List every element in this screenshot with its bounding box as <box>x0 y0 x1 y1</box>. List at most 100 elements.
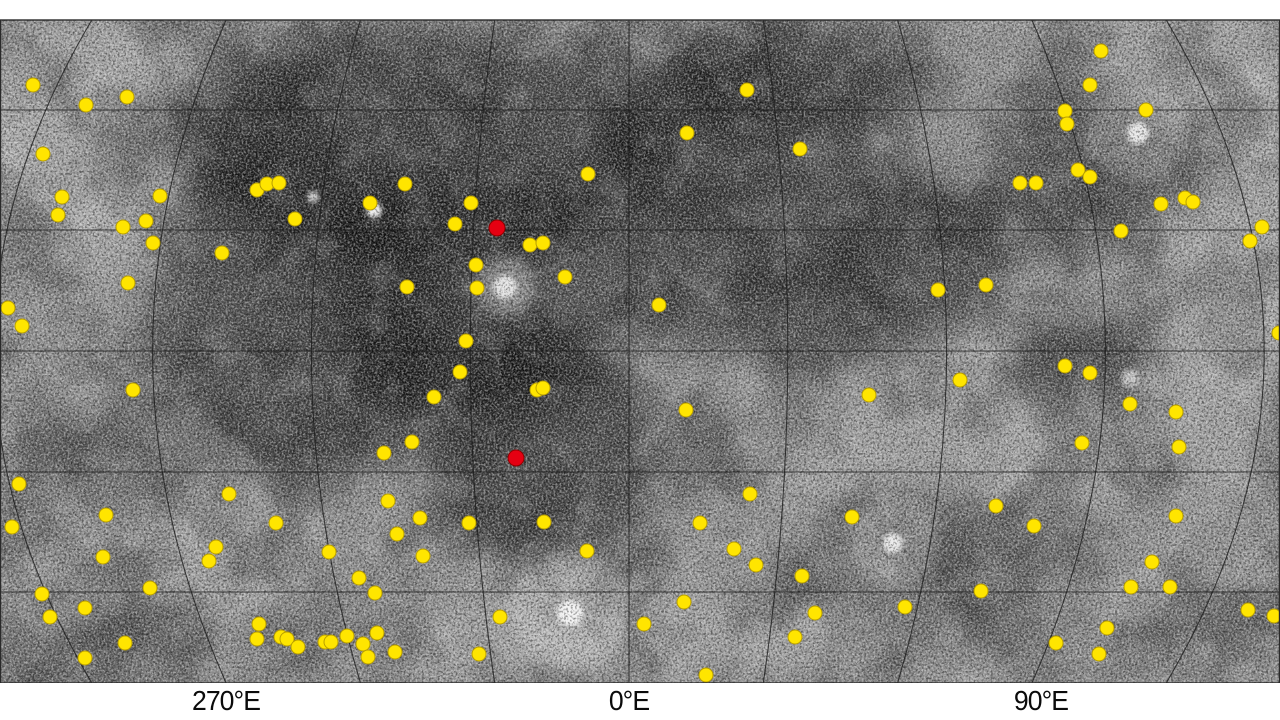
yellow-marker <box>287 211 303 227</box>
yellow-marker <box>452 364 468 380</box>
yellow-marker <box>471 646 487 662</box>
yellow-marker <box>748 557 764 573</box>
yellow-marker <box>1240 602 1256 618</box>
yellow-marker <box>25 77 41 93</box>
yellow-marker <box>152 188 168 204</box>
yellow-marker <box>54 189 70 205</box>
yellow-marker <box>988 498 1004 514</box>
yellow-marker <box>463 195 479 211</box>
yellow-marker <box>271 175 287 191</box>
yellow-marker <box>1082 77 1098 93</box>
yellow-marker <box>142 580 158 596</box>
yellow-marker <box>468 257 484 273</box>
yellow-marker <box>412 510 428 526</box>
yellow-marker <box>119 89 135 105</box>
yellow-marker <box>458 333 474 349</box>
yellow-marker <box>399 279 415 295</box>
red-marker <box>488 219 506 237</box>
yellow-marker <box>579 543 595 559</box>
yellow-marker <box>794 568 810 584</box>
yellow-marker <box>978 277 994 293</box>
yellow-marker <box>726 541 742 557</box>
yellow-marker <box>1162 579 1178 595</box>
yellow-marker <box>492 609 508 625</box>
yellow-marker <box>742 486 758 502</box>
yellow-marker <box>208 539 224 555</box>
yellow-marker <box>535 380 551 396</box>
yellow-marker <box>1113 223 1129 239</box>
yellow-marker <box>1122 396 1138 412</box>
yellow-marker <box>339 628 355 644</box>
x-axis: 270°E 0°E 90°E <box>0 683 1280 720</box>
yellow-marker <box>323 634 339 650</box>
yellow-marker <box>78 97 94 113</box>
yellow-marker <box>290 639 306 655</box>
yellow-marker <box>557 269 573 285</box>
yellow-marker <box>1171 439 1187 455</box>
yellow-marker <box>369 625 385 641</box>
yellow-marker <box>1144 554 1160 570</box>
yellow-marker <box>279 631 295 647</box>
yellow-marker <box>11 476 27 492</box>
yellow-marker <box>787 629 803 645</box>
yellow-marker <box>792 141 808 157</box>
red-marker <box>507 449 525 467</box>
yellow-marker <box>125 382 141 398</box>
yellow-markers <box>0 43 1280 683</box>
yellow-marker <box>35 146 51 162</box>
yellow-marker <box>861 387 877 403</box>
yellow-marker <box>1254 219 1270 235</box>
yellow-marker <box>636 616 652 632</box>
yellow-marker <box>522 237 538 253</box>
yellow-marker <box>1057 358 1073 374</box>
yellow-marker <box>50 207 66 223</box>
yellow-marker <box>214 245 230 261</box>
x-tick-label-90e: 90°E <box>1013 685 1069 716</box>
yellow-marker <box>1138 102 1154 118</box>
yellow-marker <box>698 667 714 683</box>
red-markers <box>488 219 525 467</box>
yellow-marker <box>397 176 413 192</box>
yellow-marker <box>77 650 93 666</box>
top-margin <box>0 0 1280 18</box>
yellow-marker <box>201 553 217 569</box>
yellow-marker <box>952 372 968 388</box>
yellow-marker <box>461 515 477 531</box>
yellow-marker <box>145 235 161 251</box>
yellow-marker <box>355 636 371 652</box>
yellow-marker <box>221 486 237 502</box>
x-tick-label-270e: 270°E <box>191 685 261 716</box>
yellow-marker <box>1168 404 1184 420</box>
yellow-marker <box>115 219 131 235</box>
yellow-marker <box>651 297 667 313</box>
yellow-marker <box>268 515 284 531</box>
yellow-marker <box>469 280 485 296</box>
yellow-marker <box>679 125 695 141</box>
yellow-marker <box>807 605 823 621</box>
x-tick-label-0e: 0°E <box>608 685 650 716</box>
yellow-marker <box>4 519 20 535</box>
yellow-marker <box>362 195 378 211</box>
yellow-marker <box>1026 518 1042 534</box>
yellow-marker <box>120 275 136 291</box>
yellow-marker <box>367 585 383 601</box>
yellow-marker <box>98 507 114 523</box>
yellow-marker <box>1028 175 1044 191</box>
yellow-marker <box>1242 233 1258 249</box>
yellow-marker <box>1074 435 1090 451</box>
yellow-marker <box>351 570 367 586</box>
yellow-marker <box>930 282 946 298</box>
yellow-marker <box>1059 116 1075 132</box>
yellow-marker <box>389 526 405 542</box>
yellow-marker <box>387 644 403 660</box>
yellow-marker <box>536 514 552 530</box>
yellow-marker <box>95 549 111 565</box>
yellow-marker <box>1070 162 1086 178</box>
yellow-marker <box>426 389 442 405</box>
yellow-marker <box>138 213 154 229</box>
yellow-marker <box>844 509 860 525</box>
yellow-marker <box>1093 43 1109 59</box>
yellow-marker <box>1099 620 1115 636</box>
